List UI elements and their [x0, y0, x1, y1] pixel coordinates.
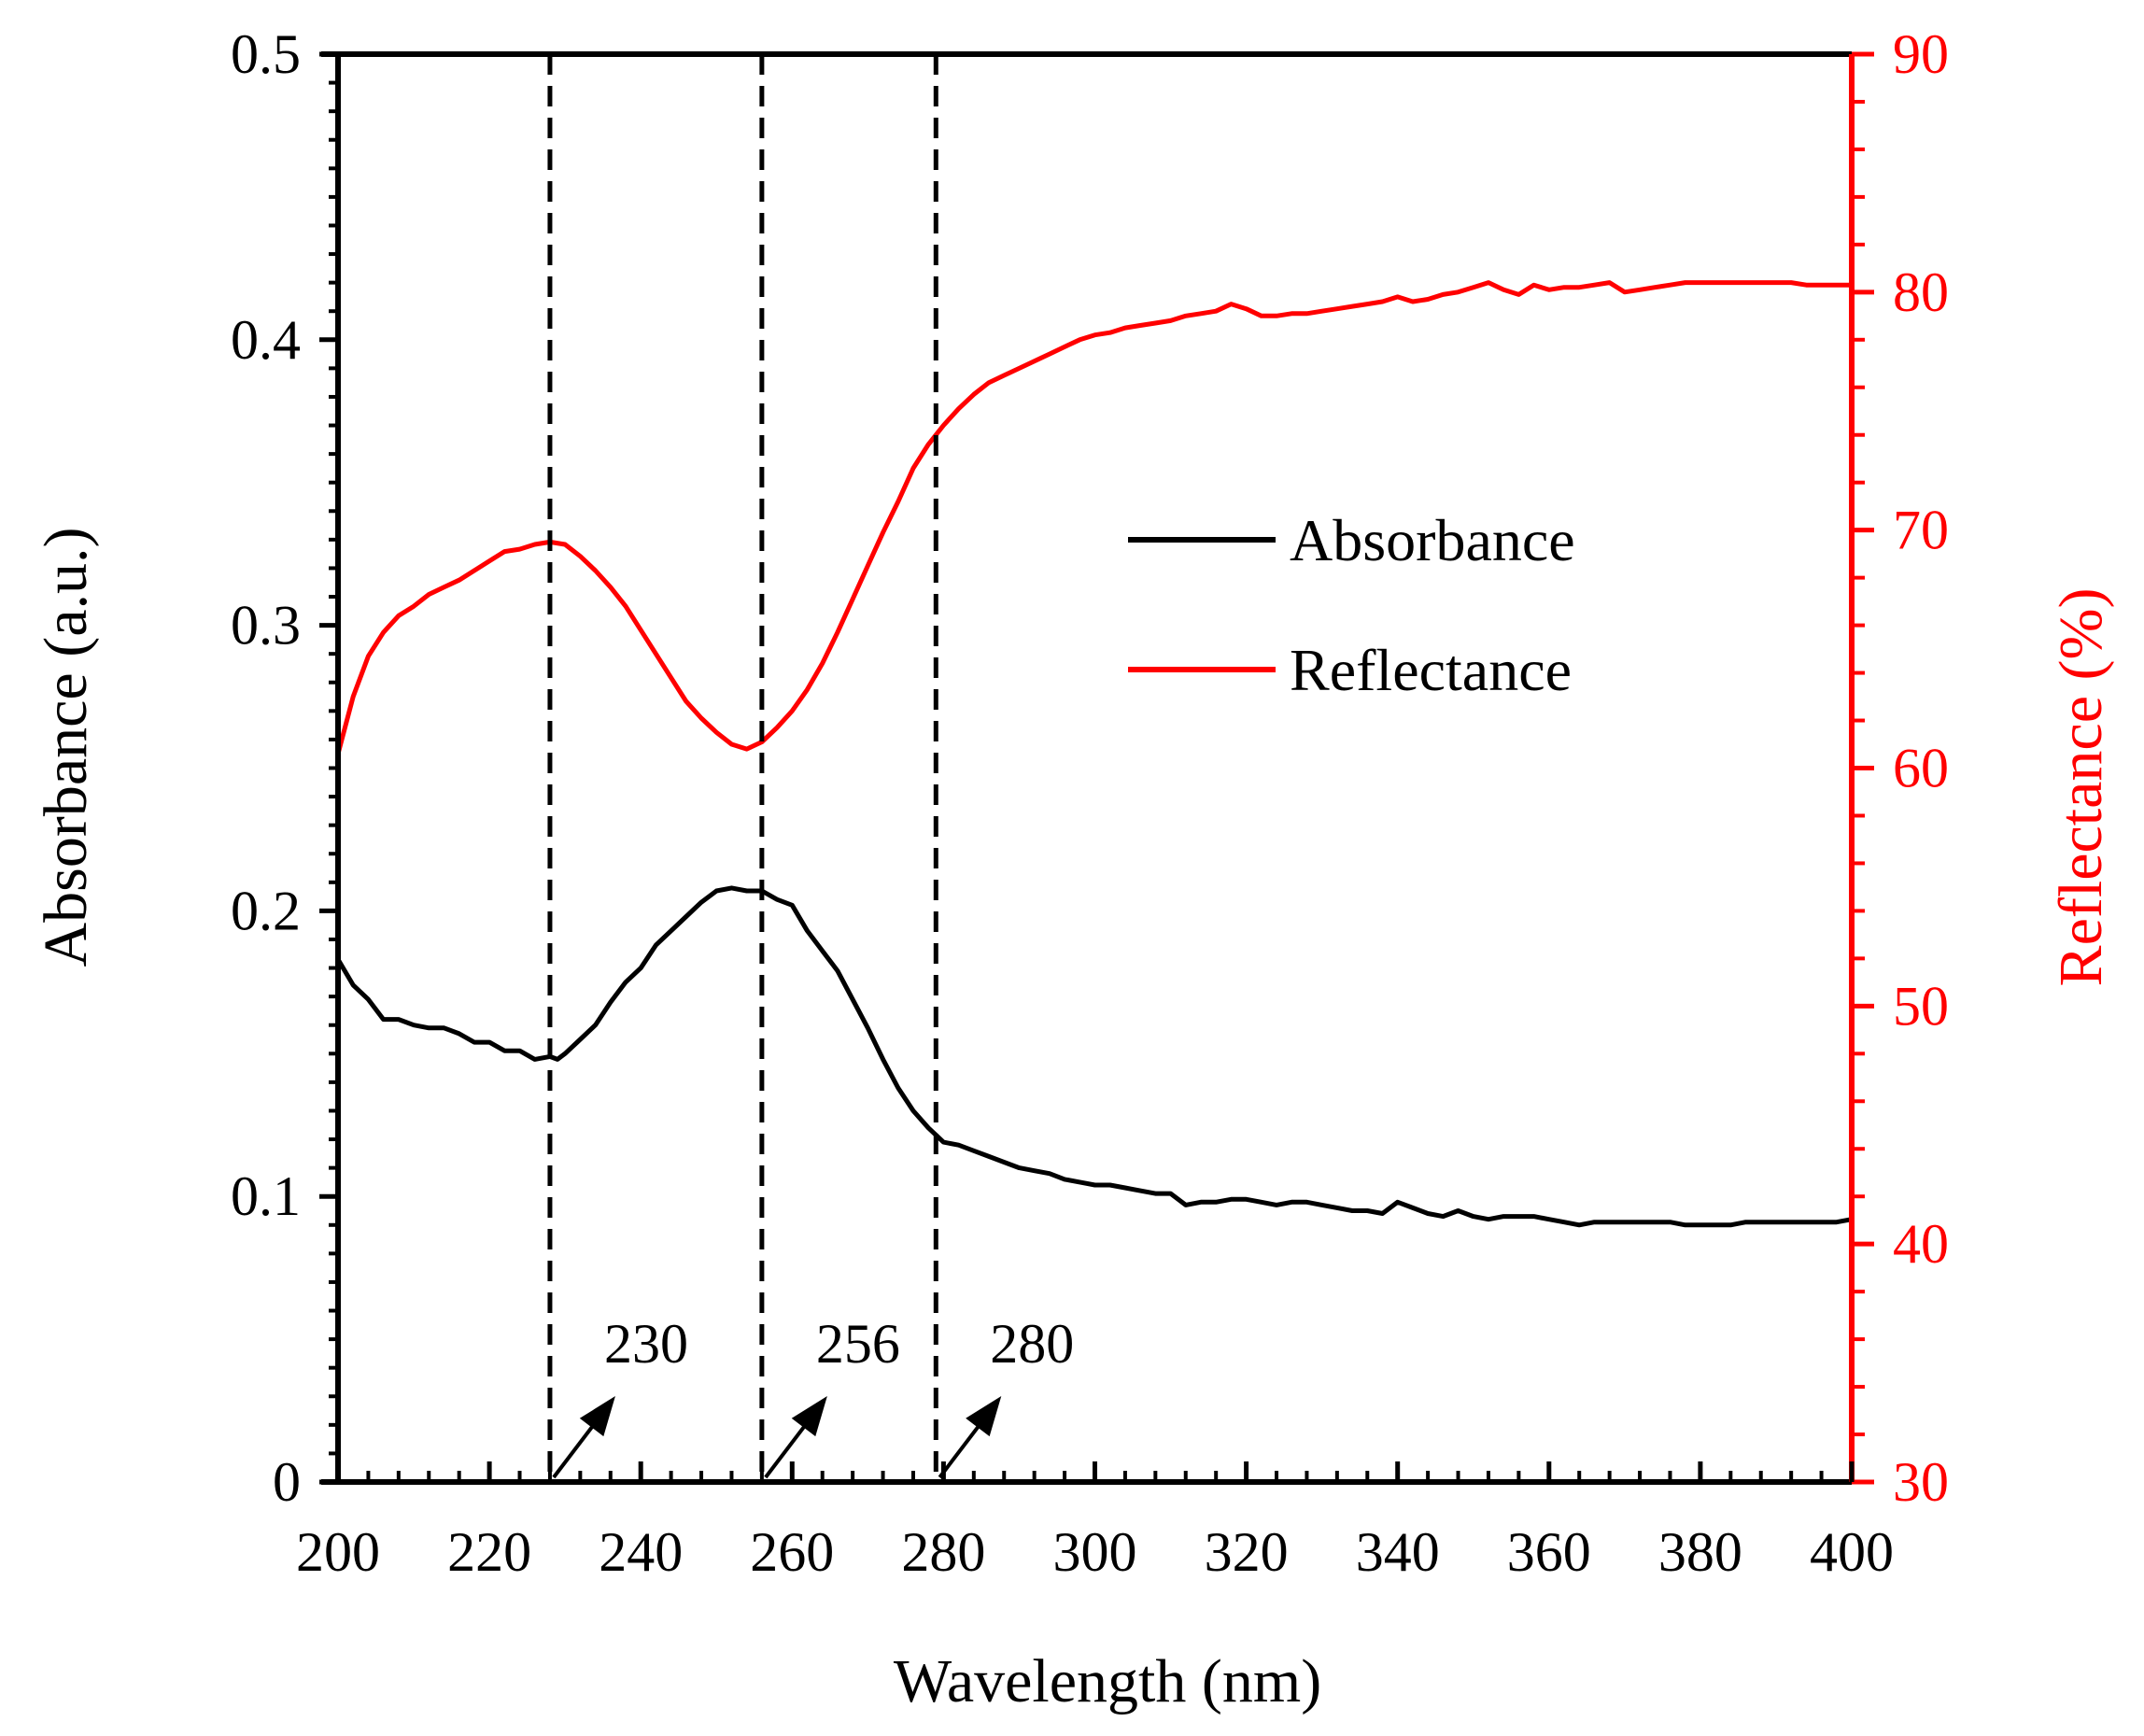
- marker-label-280: 280: [990, 1313, 1074, 1375]
- y2-tick-label-80: 80: [1893, 261, 1949, 323]
- marker-arrow-head-230: [579, 1396, 615, 1437]
- marker-arrow-head-280: [966, 1396, 1002, 1437]
- x-tick-label-340: 340: [1356, 1521, 1440, 1583]
- y2-tick-label-70: 70: [1893, 500, 1949, 561]
- x-tick-label-220: 220: [447, 1521, 531, 1583]
- x-tick-label-380: 380: [1658, 1521, 1742, 1583]
- y-tick-label-0: 0: [273, 1451, 301, 1513]
- y2-tick-label-40: 40: [1893, 1213, 1949, 1275]
- x-tick-label-300: 300: [1053, 1521, 1137, 1583]
- marker-label-230: 230: [604, 1313, 688, 1375]
- y-tick-label-0.1: 0.1: [231, 1165, 301, 1227]
- legend: Absorbance Reflectance: [1128, 507, 1575, 703]
- y-tick-label-0.3: 0.3: [231, 595, 301, 656]
- y-tick-label-0.2: 0.2: [231, 880, 301, 941]
- y2-tick-label-50: 50: [1893, 975, 1949, 1037]
- series-line-reflectance: [335, 280, 1855, 756]
- y2-tick-label-30: 30: [1893, 1451, 1949, 1513]
- x-axis-title: Wavelength (nm): [894, 1647, 1321, 1715]
- y-tick-label-0.4: 0.4: [231, 309, 301, 371]
- marker-label-256: 256: [816, 1313, 900, 1375]
- series-line-absorbance: [335, 885, 1855, 1228]
- legend-label-absorbance: Absorbance: [1290, 507, 1575, 573]
- y-tick-label-0.5: 0.5: [231, 23, 301, 85]
- legend-label-reflectance: Reflectance: [1290, 637, 1572, 703]
- y2-tick-label-60: 60: [1893, 738, 1949, 799]
- series-layer: [335, 280, 1855, 1228]
- tick-layer: 0 0.1 0.2 0.3 0.4 0.5 30 40 50 60 70 80 90 200 220 240 2…: [231, 23, 1949, 1583]
- x-tick-label-400: 400: [1810, 1521, 1894, 1583]
- x-tick-label-360: 360: [1507, 1521, 1591, 1583]
- x-tick-label-260: 260: [750, 1521, 834, 1583]
- y2-axis-title: Reflectance (%): [2047, 588, 2115, 987]
- y2-tick-label-90: 90: [1893, 23, 1949, 85]
- x-tick-label-280: 280: [901, 1521, 985, 1583]
- x-tick-label-240: 240: [599, 1521, 683, 1583]
- marker-layer: 230 256 280: [547, 54, 1074, 1482]
- y-axis-title: Absorbance (a.u.): [32, 528, 100, 967]
- marker-arrow-head-256: [791, 1396, 827, 1437]
- x-tick-label-320: 320: [1205, 1521, 1289, 1583]
- x-tick-label-200: 200: [296, 1521, 380, 1583]
